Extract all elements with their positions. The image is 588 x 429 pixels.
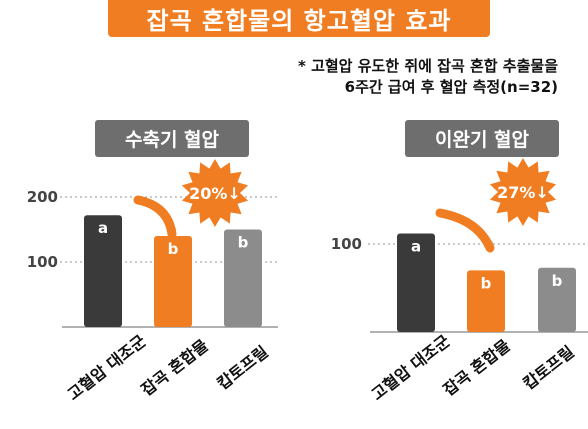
bar-0 <box>397 233 435 332</box>
systolic-panel-title: 수축기 혈압 <box>95 120 249 157</box>
bar-2 <box>224 229 262 327</box>
bar-letter-label: b <box>168 240 179 258</box>
percent-burst-badge <box>181 159 249 227</box>
decrease-arrow <box>133 195 177 239</box>
category-label: 캅토프릴 <box>520 342 578 393</box>
bar-letter-label: b <box>552 272 563 290</box>
category-label: 잡곡 혼합물 <box>138 336 212 400</box>
bar-2 <box>538 267 576 332</box>
category-label: 캅토프릴 <box>214 342 272 393</box>
title-banner: 잡곡 혼합물의 항고혈압 효과 <box>108 0 490 37</box>
note-line-2: 6주간 급여 후 혈압 측정(n=32) <box>344 78 558 96</box>
bar-letter-label: a <box>411 237 421 255</box>
percent-decrease-label: 20%↓ <box>189 184 241 203</box>
note-line-1: * 고혈압 유도한 쥐에 잡곡 혼합 추출물을 <box>298 57 558 75</box>
systolic-title-text: 수축기 혈압 <box>124 129 219 151</box>
bar-letter-label: b <box>238 234 249 252</box>
bar-1 <box>467 270 505 332</box>
bar-1 <box>154 236 192 327</box>
bar-letter-label: a <box>98 219 108 237</box>
diastolic-title-text: 이완기 혈압 <box>434 129 529 151</box>
bar-letter-label: b <box>481 274 492 292</box>
percent-decrease-label: 27%↓ <box>497 183 549 202</box>
bar-0 <box>84 215 122 327</box>
category-label: 고혈압 대조군 <box>64 331 150 404</box>
y-tick-label: 100 <box>331 235 362 253</box>
decrease-arrow <box>435 208 495 253</box>
category-label: 고혈압 대조군 <box>368 331 454 404</box>
study-note: * 고혈압 유도한 쥐에 잡곡 혼합 추출물을 6주간 급여 후 혈압 측정(n… <box>178 56 558 98</box>
y-tick-label: 200 <box>27 188 58 206</box>
percent-burst-badge <box>489 158 557 226</box>
y-tick-label: 100 <box>27 253 58 271</box>
diastolic-panel-title: 이완기 혈압 <box>405 120 559 157</box>
page-title: 잡곡 혼합물의 항고혈압 효과 <box>146 7 452 35</box>
